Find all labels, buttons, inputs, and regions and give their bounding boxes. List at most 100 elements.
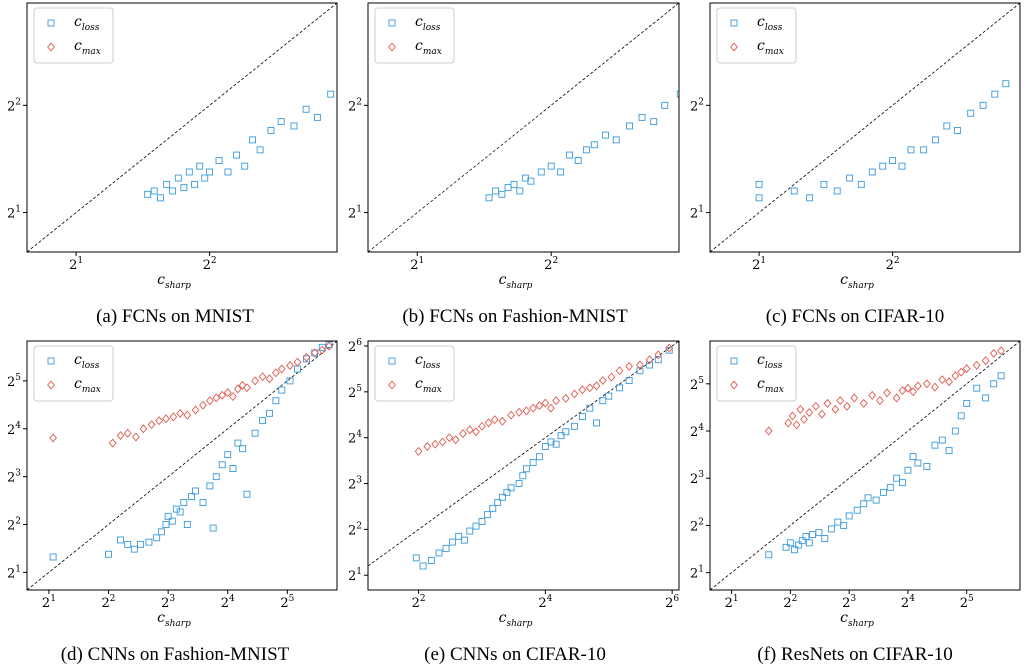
point-c-loss-31 [599,397,607,405]
point-c-max-23 [578,385,587,395]
point-c-loss-11 [484,511,491,519]
point-c-loss-32 [605,392,613,400]
legend-label-max: cmax [415,38,442,57]
point-c-loss-29 [945,447,953,455]
point-c-loss-16 [188,493,195,500]
point-c-loss-11 [206,168,214,176]
point-c-loss-8 [537,168,545,176]
legend-label-loss: closs [757,14,783,33]
point-c-loss-18 [519,472,527,480]
point-c-max-10 [176,408,185,418]
point-c-loss-0 [49,553,57,561]
point-c-max-20 [904,383,912,393]
point-c-loss-19 [991,90,999,98]
x-tick-label: 22 [544,256,558,273]
point-c-loss-4 [510,180,518,188]
point-c-loss-29 [461,0,467,1]
x-tick-label: 21 [42,594,56,611]
point-c-loss-6 [145,538,153,546]
point-c-loss-4 [442,544,450,552]
point-c-loss-17 [192,487,199,495]
point-c-max-11 [183,410,192,420]
point-c-max-0 [414,446,423,456]
point-c-loss-25 [557,432,565,440]
point-c-loss-22 [313,113,321,121]
point-c-loss-18 [199,499,207,506]
point-c-loss-16 [612,136,620,144]
axes-frame [26,2,338,253]
point-c-loss-4 [820,180,828,188]
point-c-loss-5 [833,187,841,195]
x-tick-label: 25 [280,594,294,611]
point-c-max-11 [836,396,845,406]
point-c-loss-24 [552,440,560,448]
point-c-loss-10 [821,535,829,542]
x-tick-label: 22 [886,256,900,273]
point-c-loss-15 [241,162,249,170]
point-c-loss-19 [650,118,658,126]
point-c-loss-6 [802,533,810,540]
legend: closs cmax [33,345,114,402]
point-c-loss-12 [907,146,915,154]
point-c-max-33 [997,346,1005,356]
point-c-loss-0 [412,554,420,562]
point-c-max-5 [451,435,460,445]
point-c-max-4 [796,404,805,414]
point-c-loss-14 [590,141,598,149]
x-axis-label: csharp [840,272,874,291]
axes-frame [367,340,680,591]
diagonal-line [368,341,679,567]
y-tick-label: 26 [348,338,362,355]
point-c-max-8 [162,414,170,424]
point-c-max-13 [199,400,207,410]
y-tick-label: 22 [348,97,362,114]
point-c-loss-16 [953,127,961,134]
point-c-loss-24 [229,465,237,472]
point-c-max-17 [883,388,891,398]
point-c-max-0 [764,426,773,436]
point-c-max-8 [817,409,826,419]
legend-marker-loss [388,357,396,365]
point-c-loss-12 [574,157,582,164]
point-c-loss-20 [886,483,894,491]
panel-c: 21 22 21 22 csharp closs cmax [690,2,1021,291]
point-c-loss-14 [932,136,940,144]
point-c-loss-13 [224,168,232,176]
legend-label-max: cmax [74,376,101,395]
point-c-loss-35 [303,355,310,363]
legend: closs cmax [716,7,797,64]
point-c-loss-30 [266,409,273,417]
point-c-max-6 [147,420,156,430]
point-c-loss-15 [183,521,191,528]
point-c-max-23 [258,372,267,382]
point-c-loss-6 [180,184,188,192]
point-c-loss-7 [153,534,161,542]
point-c-max-2 [431,439,440,449]
point-c-loss-9 [815,529,823,537]
point-c-loss-25 [234,439,242,447]
point-c-loss-13 [840,521,848,529]
panel-d: 21 22 23 24 25 21 22 23 24 25 csharp closs cmax [7,340,338,629]
point-c-max-30 [636,360,644,370]
point-c-loss-25 [914,459,922,467]
point-c-loss-30 [593,419,600,427]
point-c-max-3 [792,420,801,430]
point-c-max-16 [876,396,884,406]
point-c-max-11 [490,415,499,425]
point-c-loss-9 [472,522,480,530]
point-c-loss-5 [137,540,144,548]
point-c-max-14 [859,398,868,408]
point-c-max-9 [823,398,832,408]
point-c-loss-14 [233,151,240,159]
point-c-loss-17 [515,480,523,487]
legend: closs cmax [716,345,797,402]
point-c-loss-20 [209,524,217,532]
point-c-loss-1 [492,187,500,195]
point-c-loss-3 [163,180,171,188]
plot-area-e [368,341,679,570]
y-tick-label: 25 [690,376,704,393]
point-c-loss-19 [206,482,214,490]
point-c-loss-1 [150,187,158,195]
point-c-loss-8 [868,168,876,176]
